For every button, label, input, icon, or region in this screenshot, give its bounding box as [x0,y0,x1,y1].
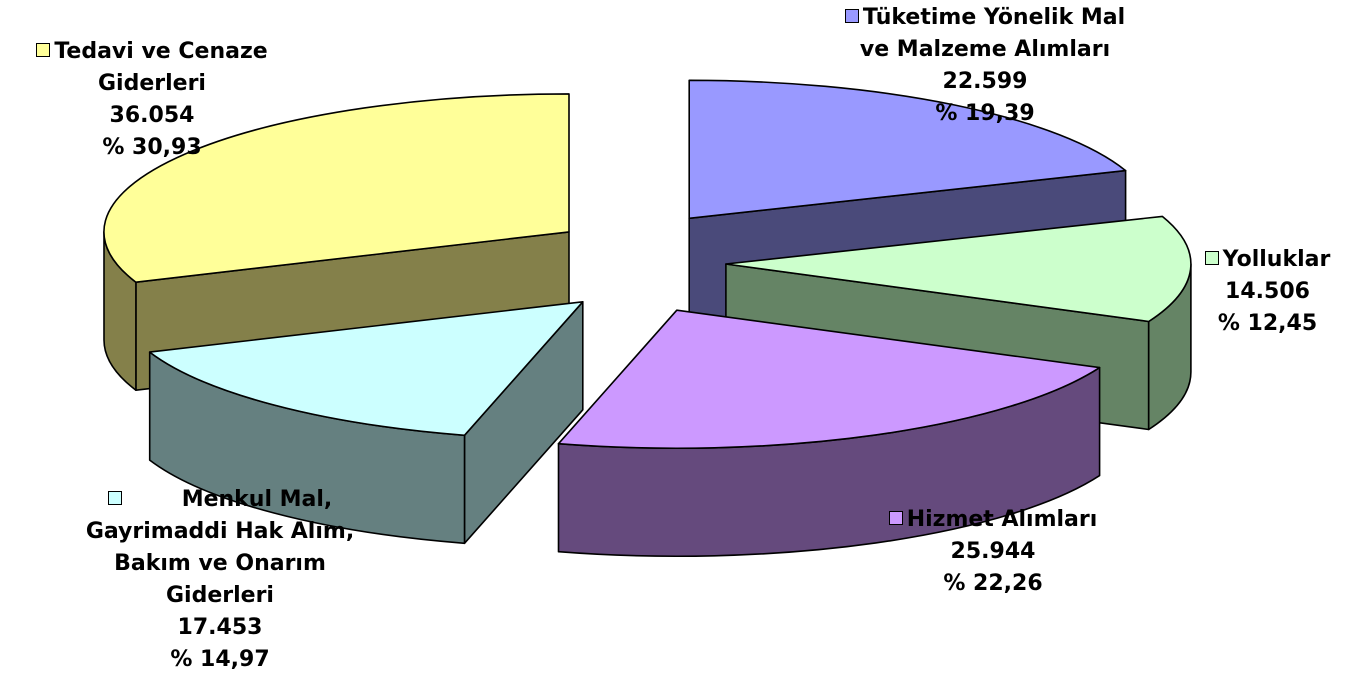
label-yolluklar-value: 14.506 [1225,279,1310,304]
label-tuketime-line-1: Tüketime Yönelik Mal [862,5,1126,30]
label-tuketime-value: 22.599 [942,69,1028,94]
label-menkul-line-3: Bakım ve Onarım [114,551,326,576]
legend-swatch-tuketime [844,9,859,23]
legend-swatch-yolluklar [1204,251,1219,265]
pie-top-tuketime [688,79,1127,220]
legend-swatch-menkul [107,491,122,505]
legend-swatch-hizmet [888,511,903,525]
label-menkul-line-2: Gayrimaddi Hak Alım, [85,519,355,544]
label-tuketime-line-2: ve Malzeme Alımları [859,37,1111,62]
legend-swatch-tedavi [36,43,51,57]
label-hizmet-percent: % 22,26 [943,571,1043,596]
label-tedavi-value: 36.054 [109,103,195,128]
label-tuketime-percent: % 19,39 [935,101,1035,126]
label-menkul-percent: % 14,97 [170,647,270,672]
label-yolluklar: Yolluklar 14.506 % 12,45 [1190,244,1345,340]
label-menkul-line-4: Giderleri [166,583,274,608]
label-hizmet: Hizmet Alımları 25.944 % 22,26 [848,504,1138,600]
label-tedavi-line-2: Giderleri [98,71,206,96]
pie-top-yolluklar [725,215,1192,323]
label-tedavi: Tedavi ve Cenaze Giderleri 36.054 % 30,9… [2,36,302,164]
label-hizmet-value: 25.944 [950,539,1036,564]
label-menkul-value: 17.453 [177,615,263,640]
label-tuketime: Tüketime Yönelik Mal ve Malzeme Alımları… [820,2,1150,130]
label-tedavi-percent: % 30,93 [102,135,202,160]
pie-top-hizmet [557,309,1101,450]
pie-slice-menkul [148,301,584,545]
pie-top-tedavi [103,93,570,283]
label-menkul-line-1: Menkul Mal, [181,487,333,512]
label-yolluklar-percent: % 12,45 [1217,311,1318,336]
pie-top-menkul [148,301,584,437]
label-hizmet-line-1: Hizmet Alımları [906,507,1098,532]
pie-slice-hizmet [557,309,1101,558]
label-tedavi-line-1: Tedavi ve Cenaze [54,39,268,64]
label-menkul: Menkul Mal, Gayrimaddi Hak Alım, Bakım v… [40,484,400,676]
label-yolluklar-line-1: Yolluklar [1222,247,1331,272]
